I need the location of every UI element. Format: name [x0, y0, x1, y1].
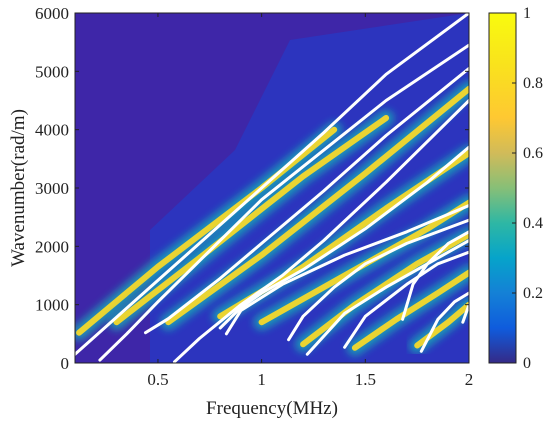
- y-tick-label: 1000: [35, 296, 69, 315]
- y-tick-label: 2000: [35, 237, 69, 256]
- colorbar-ticks: 0 0.2 0.4 0.6 0.8 1: [512, 5, 543, 372]
- heatmap-ridge-1: [76, 126, 338, 336]
- heatmap-ridge-3: [165, 85, 469, 326]
- colorbar-tick-label: 0.6: [523, 145, 543, 162]
- dispersion-curve-3: [144, 66, 469, 335]
- plot-area: [75, 13, 469, 363]
- colorbar-tick-label: 0.4: [523, 215, 543, 232]
- x-tick-label: 1: [257, 370, 266, 389]
- dispersion-curve-8: [305, 239, 469, 356]
- dispersion-curve-1: [75, 13, 469, 356]
- x-axis-label: Frequency(MHz): [206, 398, 338, 419]
- heatmap-ridge-2: [113, 115, 390, 326]
- y-axis-ticks: 0 1000 2000 3000 4000 5000 6000: [35, 4, 469, 373]
- dispersion-curve-5: [218, 145, 469, 330]
- dispersion-curve-9: [343, 250, 469, 349]
- y-axis-label: Wavenumber(rad/m): [8, 109, 29, 267]
- dispersion-curve-12: [461, 303, 469, 324]
- dispersion-curve-4: [173, 99, 469, 363]
- x-tick-label: 2: [465, 370, 474, 389]
- heatmap-ridge-7: [351, 269, 469, 351]
- y-tick-label: 0: [61, 354, 70, 373]
- colorbar: 0 0.2 0.4 0.6 0.8 1: [488, 5, 543, 372]
- y-tick-label: 5000: [35, 62, 69, 81]
- x-tick-label: 0.5: [147, 370, 168, 389]
- dispersion-curve-6: [224, 204, 469, 336]
- x-axis-ticks: 0.5 1 1.5 2: [147, 13, 473, 389]
- y-tick-label: 3000: [35, 179, 69, 198]
- colorbar-gradient: [488, 12, 517, 364]
- dispersion-curve-7: [287, 218, 469, 342]
- colorbar-tick-label: 0.2: [523, 285, 543, 302]
- x-tick-label: 1.5: [355, 370, 376, 389]
- y-tick-label: 6000: [35, 4, 69, 23]
- colorbar-tick-label: 1: [523, 5, 531, 22]
- colorbar-tick-label: 0: [523, 355, 531, 372]
- y-tick-label: 4000: [35, 121, 69, 140]
- dispersion-curve-10: [401, 230, 469, 321]
- dispersion-curve-2: [98, 43, 469, 362]
- theoretical-curves: [75, 13, 469, 363]
- colorbar-tick-label: 0.8: [523, 75, 543, 92]
- dispersion-curve-11: [419, 291, 469, 353]
